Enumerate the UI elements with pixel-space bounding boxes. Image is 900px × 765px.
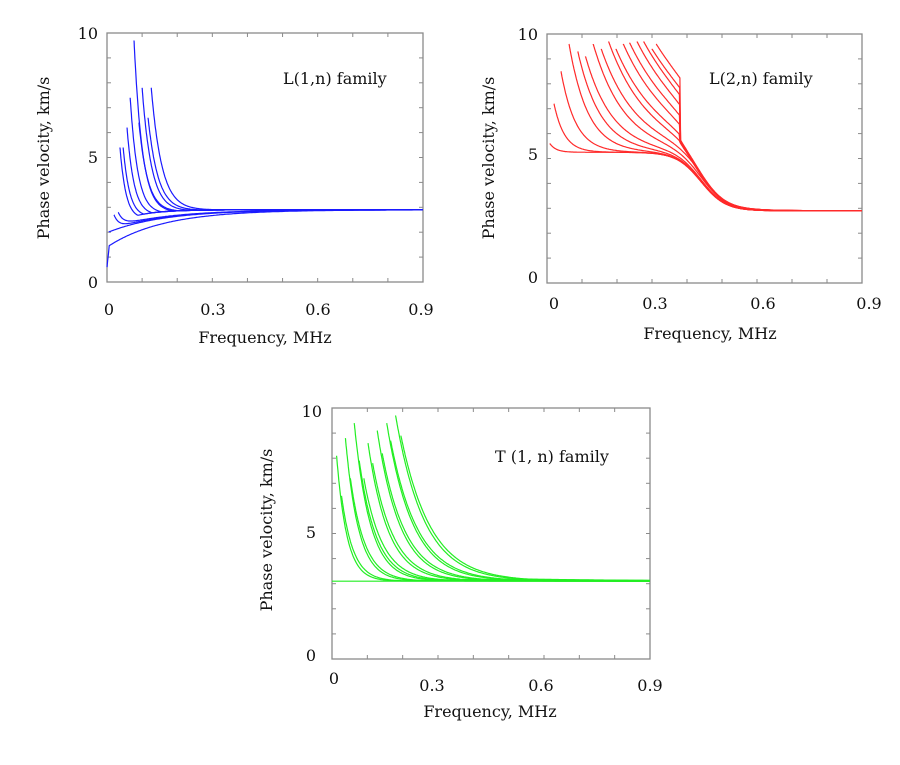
y-tick-label: 5 [528, 145, 538, 164]
axis-ticks [332, 408, 650, 659]
plot-frame [546, 33, 863, 284]
mode-curve-l-2-9 [607, 40, 862, 212]
mode-curve-l-1-10 [138, 122, 423, 212]
mode-curve-l-1-5 [119, 147, 423, 216]
mode-curve-l-1-11 [141, 87, 423, 211]
mode-curve-l-2-1 [549, 143, 862, 212]
x-tick-label: 0 [549, 294, 559, 313]
y-tick-label: 5 [306, 523, 316, 542]
x-axis-label: Frequency, MHz [423, 702, 556, 721]
curve-group [331, 415, 651, 582]
y-tick-label: 5 [88, 148, 98, 167]
mode-curve-t-1-16 [400, 435, 650, 582]
panel-t1n: 10 5 0 0 0.3 0.6 0.9 Frequency, MHz Phas… [257, 402, 663, 721]
x-tick-label: 0 [329, 669, 339, 688]
curve-group [549, 40, 863, 212]
y-axis-label: Phase velocity, km/s [257, 449, 276, 612]
family-annotation: L(2,n) family [709, 69, 813, 88]
y-tick-label: 10 [78, 24, 98, 43]
axis-ticks [547, 34, 862, 283]
y-axis-label: Phase velocity, km/s [34, 77, 53, 240]
mode-curve-l-2-16 [655, 43, 863, 212]
y-tick-label: 10 [302, 402, 322, 421]
mode-curve-l-2-14 [643, 41, 862, 212]
mode-curve-t-1-8 [363, 478, 650, 582]
x-axis-label: Frequency, MHz [643, 324, 776, 343]
x-tick-label: 0.3 [200, 300, 225, 319]
mode-curve-l-1-12 [147, 117, 423, 211]
mode-curve-t-1-7 [358, 460, 650, 582]
mode-curve-l-1-13 [150, 87, 423, 211]
mode-curve-l-1-7 [126, 127, 423, 214]
curve-group [106, 40, 423, 268]
x-tick-label: 0.3 [419, 676, 444, 695]
y-tick-label: 10 [518, 25, 538, 44]
panel-l1n: 10 5 0 0 0.3 0.6 0.9 Frequency, MHz Phas… [34, 24, 434, 347]
x-tick-label: 0.9 [856, 294, 881, 313]
x-tick-label: 0.6 [750, 294, 775, 313]
mode-curve-l-1-8 [129, 97, 423, 213]
y-axis-label: Phase velocity, km/s [479, 77, 498, 240]
y-tick-label: 0 [528, 268, 538, 287]
x-tick-label: 0.6 [305, 300, 330, 319]
x-tick-label: 0 [104, 300, 114, 319]
family-annotation: L(1,n) family [283, 69, 387, 88]
mode-curve-l-1-9 [133, 40, 423, 212]
panel-l2n: 10 5 0 0 0.3 0.6 0.9 Frequency, MHz Phas… [479, 25, 882, 343]
y-tick-label: 0 [306, 646, 316, 665]
y-tick-label: 0 [88, 273, 98, 292]
x-axis-label: Frequency, MHz [198, 328, 331, 347]
mode-curve-l-1-2 [108, 209, 423, 233]
family-annotation: T (1, n) family [495, 447, 609, 466]
mode-curve-l-2-2 [553, 103, 862, 212]
mode-curve-t-1-3 [340, 495, 650, 582]
x-tick-label: 0.9 [637, 676, 662, 695]
x-tick-label: 0.3 [642, 294, 667, 313]
x-tick-label: 0.9 [408, 300, 433, 319]
x-tick-label: 0.6 [528, 676, 553, 695]
